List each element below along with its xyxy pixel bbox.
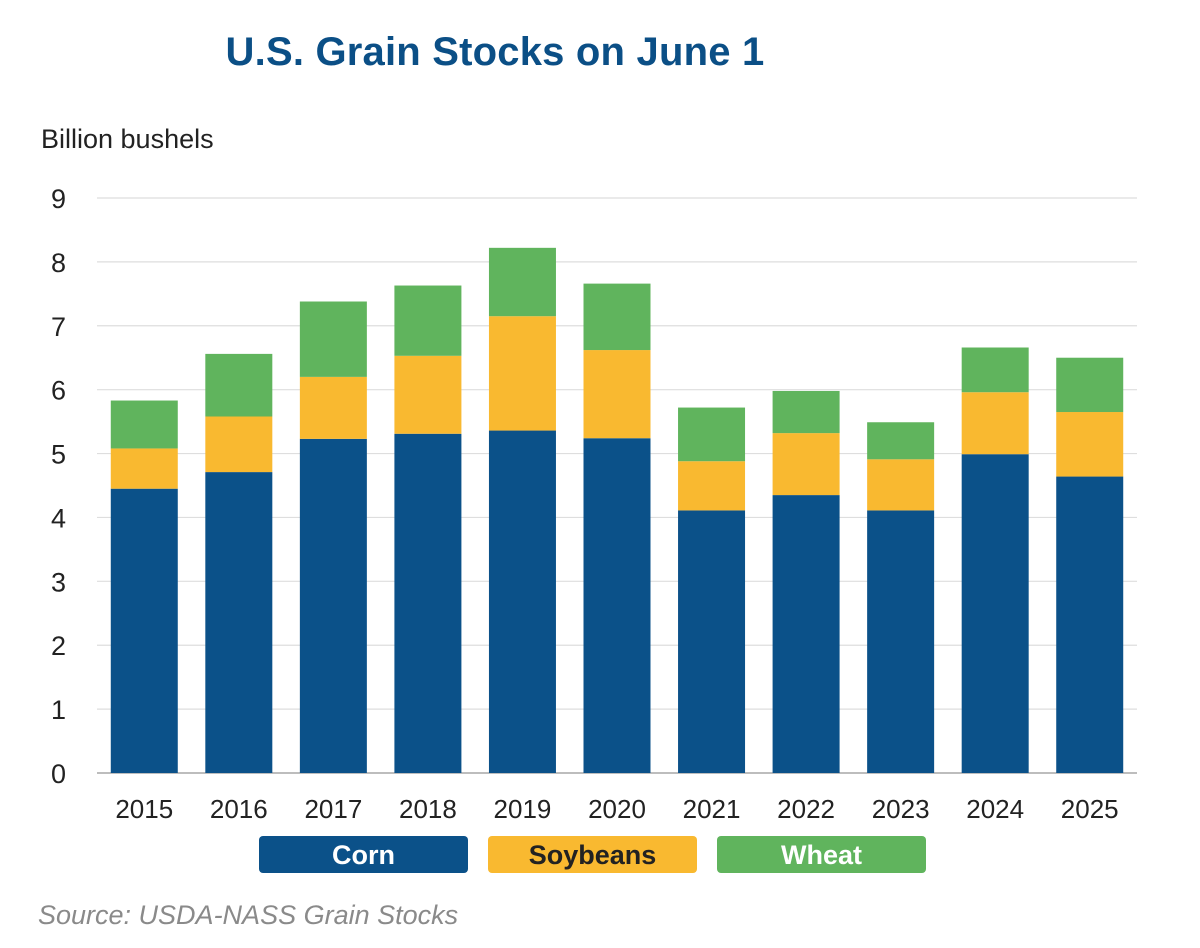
bar-soybeans-2022 [772,433,840,496]
y-tick-label: 5 [51,440,66,470]
x-tick-label: 2021 [683,794,741,824]
bar-corn-2022 [772,495,840,773]
bar-corn-2024 [961,454,1029,773]
x-tick-label: 2024 [966,794,1024,824]
bar-wheat-2019 [488,247,556,317]
y-tick-label: 8 [51,248,66,278]
bar-soybeans-2015 [110,448,178,489]
bar-corn-2023 [867,510,935,773]
y-tick-label: 3 [51,567,66,597]
legend-label-wheat: Wheat [781,840,862,870]
bar-wheat-2020 [583,283,651,351]
y-tick-label: 4 [51,503,66,533]
bar-wheat-2022 [772,390,840,434]
bar-soybeans-2025 [1056,412,1124,477]
x-tick-label: 2025 [1061,794,1119,824]
bar-wheat-2023 [867,422,935,460]
bar-soybeans-2021 [678,461,746,511]
chart-title: U.S. Grain Stocks on June 1 [225,30,765,74]
legend: Corn Soybeans Wheat [259,836,926,873]
bar-soybeans-2019 [488,316,556,431]
bar-soybeans-2023 [867,459,935,511]
bar-wheat-2025 [1056,357,1124,413]
bar-corn-2015 [110,488,178,773]
bar-soybeans-2024 [961,392,1029,455]
bar-corn-2021 [678,510,746,773]
bar-corn-2025 [1056,476,1124,773]
legend-label-soybeans: Soybeans [529,840,657,870]
bar-wheat-2016 [205,353,273,417]
y-tick-label: 9 [51,184,66,214]
bar-soybeans-2016 [205,416,273,473]
x-tick-label: 2017 [304,794,362,824]
x-tick-label: 2020 [588,794,646,824]
y-axis-label: Billion bushels [41,124,214,154]
legend-swatch-soybeans [488,836,697,873]
bar-soybeans-2020 [583,350,651,439]
x-tick-label: 2018 [399,794,457,824]
y-tick-label: 2 [51,631,66,661]
legend-label-corn: Corn [332,840,395,870]
bar-wheat-2024 [961,347,1029,393]
bar-corn-2018 [394,433,462,773]
y-axis-ticks: 0 1 2 3 4 5 6 7 8 9 [51,184,66,789]
x-tick-label: 2022 [777,794,835,824]
bar-wheat-2018 [394,285,462,356]
y-tick-label: 6 [51,376,66,406]
legend-swatch-corn [259,836,468,873]
x-tick-label: 2015 [115,794,173,824]
bars [110,247,1124,773]
source-note: Source: USDA-NASS Grain Stocks [38,900,459,930]
bar-corn-2019 [488,430,556,773]
y-tick-label: 0 [51,759,66,789]
x-tick-label: 2019 [494,794,552,824]
bar-corn-2016 [205,472,273,773]
bar-soybeans-2018 [394,355,462,434]
bar-corn-2020 [583,438,651,773]
bar-wheat-2015 [110,400,178,449]
x-tick-label: 2016 [210,794,268,824]
bar-corn-2017 [299,438,367,773]
bar-soybeans-2017 [299,376,367,439]
bar-wheat-2017 [299,301,367,377]
y-tick-label: 7 [51,312,66,342]
x-tick-label: 2023 [872,794,930,824]
y-tick-label: 1 [51,695,66,725]
bar-wheat-2021 [678,407,746,462]
x-axis-ticks: 2015 2016 2017 2018 2019 2020 2021 2022 2023 2024… [115,794,1118,824]
legend-swatch-wheat [717,836,926,873]
